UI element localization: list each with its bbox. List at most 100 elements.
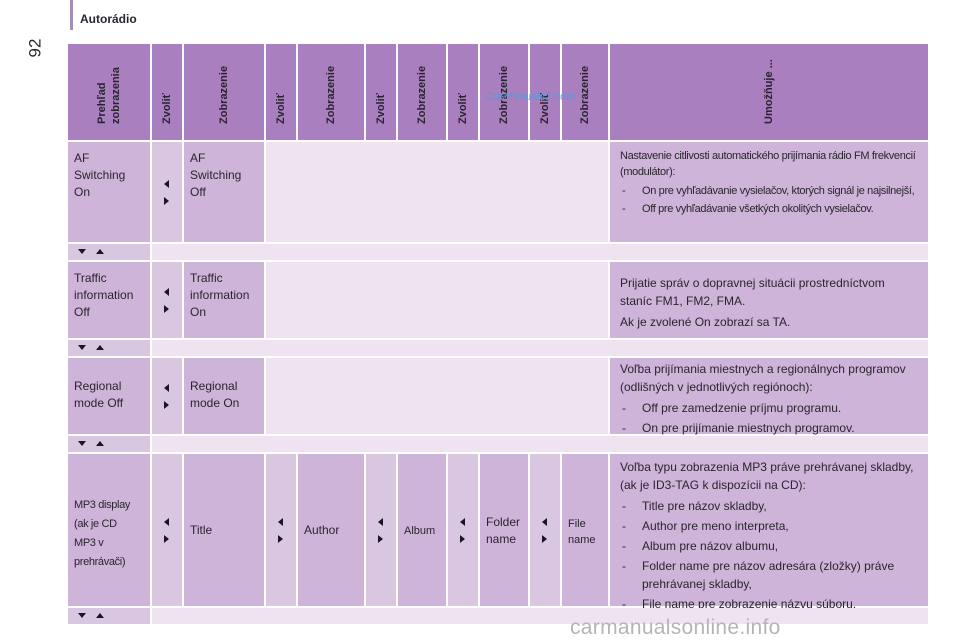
empty-cell	[266, 142, 608, 242]
header-select-4: Zvoliť	[448, 44, 478, 140]
row-text-line: On	[74, 185, 91, 199]
up-arrow-icon	[96, 613, 104, 618]
row-text-line: Regional	[190, 379, 238, 393]
right-arrow-icon	[164, 401, 169, 409]
header-display-3: Zobrazenie	[398, 44, 446, 140]
row-text-line: Traffic	[74, 271, 107, 285]
description-bullet: Album pre názov albumu,	[620, 537, 918, 555]
select-arrows	[530, 454, 560, 606]
navigation-separator	[68, 436, 928, 452]
header-select-2: Zvoliť	[266, 44, 296, 140]
header-select-5: Zvoliť	[530, 44, 560, 140]
header-allows-label: Umožňuje ...	[763, 59, 775, 124]
watermark-logo: CarManuals2.com	[486, 91, 576, 103]
right-arrow-icon	[164, 535, 169, 543]
row-text-line: Switching	[74, 168, 126, 182]
row-description: Voľba typu zobrazenia MP3 práve prehráva…	[610, 454, 928, 613]
select-arrows	[366, 454, 396, 606]
row-text-line: AF	[74, 151, 90, 165]
description-bullet: Title pre názov skladby,	[620, 497, 918, 515]
header-overview-line2: zobrazenia	[110, 67, 122, 124]
left-arrow-icon	[164, 180, 169, 188]
left-arrow-icon	[378, 518, 383, 526]
description-text: Voľba typu zobrazenia MP3 práve prehráva…	[620, 460, 914, 492]
row-text-line: mode Off	[74, 396, 124, 410]
row-option-file-name: File name	[562, 454, 608, 606]
row-description: Voľba prijímania miestnych a regionálnyc…	[610, 358, 928, 437]
right-arrow-icon	[460, 535, 465, 543]
header-allows: Umožňuje ...	[610, 44, 928, 140]
header-select-label: Zvoliť	[375, 93, 387, 124]
row-text-line: Album	[404, 525, 436, 537]
row-text-line: File	[568, 518, 586, 530]
footer-watermark: carmanualsonline.info	[570, 616, 781, 639]
header-display-5: Zobrazenie	[562, 44, 608, 140]
left-arrow-icon	[278, 518, 283, 526]
description-text: Nastavenie citlivosti automatického prij…	[620, 150, 916, 178]
header-display-1: Zobrazenie	[184, 44, 264, 140]
description-bullet: Author pre meno interpreta,	[620, 517, 918, 535]
up-arrow-icon	[96, 249, 104, 254]
table-row: AF Switching On AF Switching Off Nastave…	[68, 142, 928, 242]
row-option-title: Title	[184, 454, 264, 606]
header-select-1: Zvoliť	[152, 44, 182, 140]
table-row: MP3 display (ak je CD MP3 v prehrávači) …	[68, 454, 928, 613]
page-number: 92	[25, 38, 45, 58]
row-text-line: name	[486, 532, 517, 546]
row-text-line: AF	[190, 151, 206, 165]
select-arrows	[266, 454, 296, 606]
row-text-line: mode On	[190, 396, 240, 410]
row-option-album: Album	[398, 454, 446, 606]
select-arrows	[152, 262, 182, 338]
select-arrows	[152, 454, 182, 606]
description-bullet: On pre vyhľadávanie vysielačov, ktorých …	[620, 183, 918, 199]
description-bullet: On pre prijímanie miestnych programov.	[620, 419, 918, 437]
row-text-line: Switching	[190, 168, 242, 182]
table-row: Regional mode Off Regional mode On Voľba…	[68, 358, 928, 437]
section-tab-bar	[70, 0, 73, 30]
description-text: Prijatie správ o dopravnej situácii pros…	[620, 276, 885, 308]
table-header: Prehľad zobrazenia Zvoliť Zobrazenie Zvo…	[68, 44, 928, 140]
header-overview: Prehľad zobrazenia	[68, 44, 150, 140]
row-text-line: Folder	[486, 515, 521, 529]
empty-cell	[266, 262, 608, 338]
select-arrows	[152, 358, 182, 434]
row-text-line: information	[190, 288, 250, 302]
description-bullet: Off pre vyhľadávanie všetkých okolitých …	[620, 201, 918, 217]
table-row: Traffic information Off Traffic informat…	[68, 262, 928, 338]
description-bullet: File name pre zobrazenie názvu súboru.	[620, 595, 918, 613]
row-option-current: MP3 display (ak je CD MP3 v prehrávači)	[68, 454, 150, 606]
row-option-current: Regional mode Off	[68, 358, 150, 434]
row-text-line: Off	[74, 305, 90, 319]
navigation-separator	[68, 244, 928, 260]
header-display-4: Zobrazenie	[480, 44, 528, 140]
navigation-separator	[68, 340, 928, 356]
row-text-line: MP3 display	[74, 499, 131, 511]
row-text-line: On	[190, 305, 207, 319]
row-text-line: prehrávači)	[74, 556, 126, 568]
select-arrows	[152, 142, 182, 242]
header-select-label: Zvoliť	[161, 93, 173, 124]
header-display-label: Zobrazenie	[416, 65, 428, 124]
row-text-line: Off	[190, 185, 206, 199]
row-option-folder-name: Folder name	[480, 454, 528, 606]
row-option-current: AF Switching On	[68, 142, 150, 242]
left-arrow-icon	[164, 384, 169, 392]
right-arrow-icon	[164, 305, 169, 313]
down-arrow-icon	[78, 345, 86, 350]
row-text-line: information	[74, 288, 134, 302]
header-select-label: Zvoliť	[457, 93, 469, 124]
row-option-alternative: Traffic information On	[184, 262, 264, 338]
row-text-line: (ak je CD	[74, 518, 117, 530]
left-arrow-icon	[460, 518, 465, 526]
row-text-line: MP3 v	[74, 537, 104, 549]
header-overview-line1: Prehľad	[96, 82, 108, 124]
right-arrow-icon	[278, 535, 283, 543]
right-arrow-icon	[542, 535, 547, 543]
select-arrows	[448, 454, 478, 606]
section-title: Autorádio	[80, 12, 137, 26]
header-select-3: Zvoliť	[366, 44, 396, 140]
row-text-line: name	[568, 534, 596, 546]
row-text-line: Regional	[74, 379, 122, 393]
down-arrow-icon	[78, 441, 86, 446]
